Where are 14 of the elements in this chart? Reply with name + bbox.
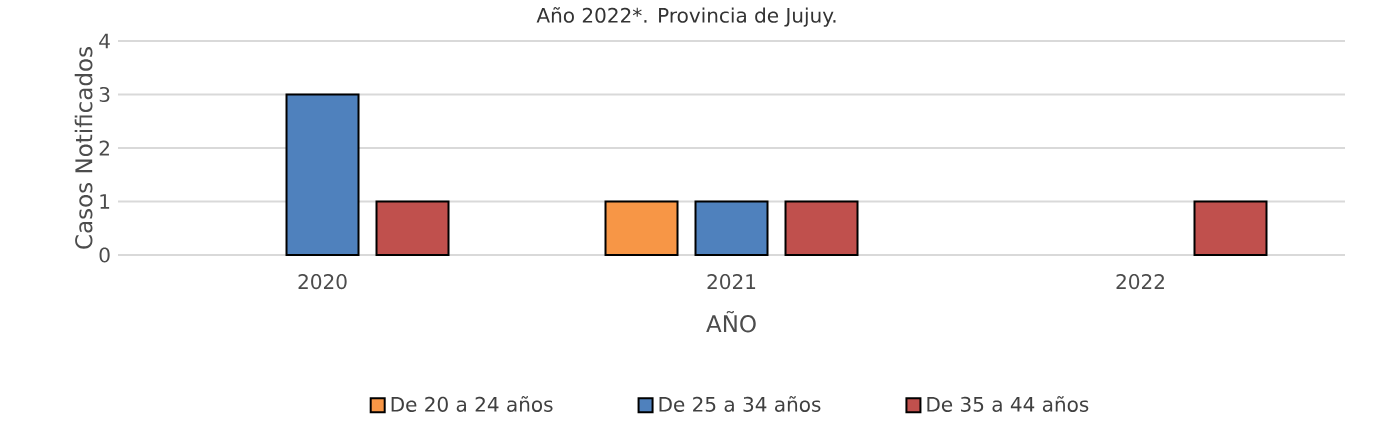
- x-tick-label: 2020: [298, 274, 347, 290]
- y-tick-label: 0: [99, 247, 110, 263]
- legend-label: De 35 a 44 años: [927, 396, 1089, 412]
- y-tick-label: 1: [100, 194, 110, 209]
- x-tick-label: 2021: [707, 274, 756, 290]
- y-tick-label: 4: [99, 33, 110, 49]
- legend-label: De 20 a 24 años: [391, 396, 553, 412]
- x-axis-title: AÑO: [706, 310, 756, 333]
- y-tick-label: 2: [99, 140, 109, 156]
- y-axis-title: Casos Notificados: [74, 47, 93, 249]
- y-tick-label: 3: [99, 86, 110, 103]
- legend-label: De 25 a 34 años: [659, 396, 821, 412]
- x-tick-label: 2022: [1116, 274, 1164, 290]
- chart-title: Año 2022*. Provincia de Jujuy.: [536, 7, 836, 27]
